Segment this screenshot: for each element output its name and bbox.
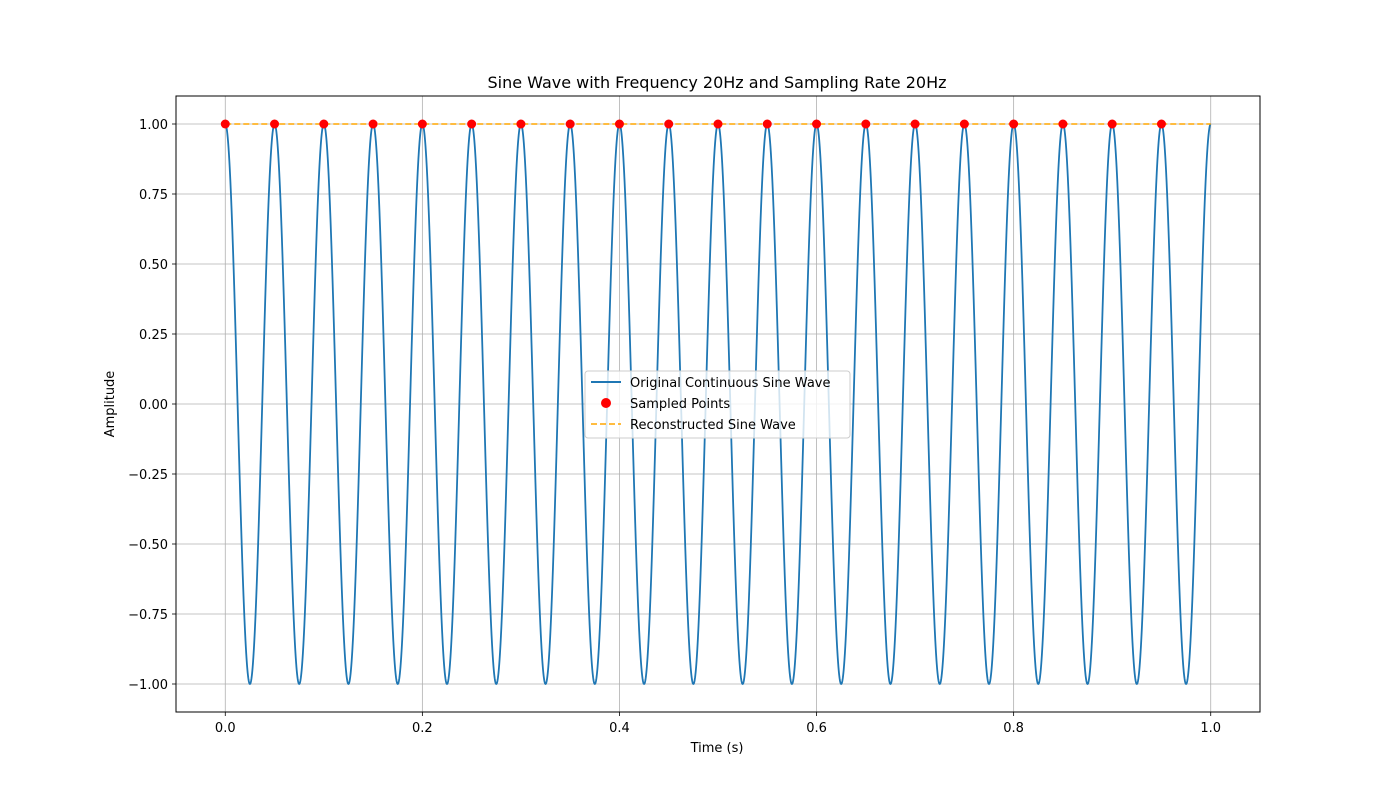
x-tick-label: 0.0 xyxy=(215,721,236,736)
sampled-point xyxy=(959,119,969,129)
sampled-point xyxy=(319,119,329,129)
y-tick-label: −1.00 xyxy=(128,678,168,693)
y-tick-label: −0.50 xyxy=(128,538,168,553)
x-tick-label: 0.6 xyxy=(806,721,827,736)
sampled-point xyxy=(467,119,477,129)
sampled-point xyxy=(1009,119,1019,129)
sampled-point xyxy=(614,119,624,129)
sampled-point xyxy=(368,119,378,129)
x-tick-label: 0.4 xyxy=(609,721,630,736)
x-tick-label: 1.0 xyxy=(1200,721,1221,736)
y-tick-label: 0.25 xyxy=(139,328,168,343)
y-tick-label: 1.00 xyxy=(139,118,168,133)
x-tick-label: 0.8 xyxy=(1003,721,1024,736)
sampled-point xyxy=(910,119,920,129)
legend: Original Continuous Sine Wave Sampled Po… xyxy=(584,370,851,439)
sampled-point xyxy=(713,119,723,129)
y-tick-label: 0.00 xyxy=(139,398,168,413)
legend-label-sampled: Sampled Points xyxy=(630,397,730,412)
sampled-point xyxy=(516,119,526,129)
sampled-point xyxy=(812,119,822,129)
sampled-point xyxy=(861,119,871,129)
y-tick-label: 0.75 xyxy=(139,188,168,203)
legend-label-reconstructed: Reconstructed Sine Wave xyxy=(630,418,796,433)
sampled-point xyxy=(1058,119,1068,129)
sampled-point xyxy=(565,119,575,129)
sampled-point xyxy=(220,119,230,129)
y-tick-label: 0.50 xyxy=(139,258,168,273)
sampled-point xyxy=(270,119,280,129)
legend-swatch-sampled xyxy=(601,398,611,408)
plot-layer xyxy=(220,119,1212,686)
y-tick-label: −0.75 xyxy=(128,608,168,623)
tick-layer: 0.0 0.2 0.4 0.6 0.8 1.0 1.00 0.75 0.50 0.25 0.00 −0… xyxy=(128,118,1221,736)
x-tick-label: 0.2 xyxy=(412,721,433,736)
legend-box xyxy=(584,370,851,439)
sampled-point xyxy=(417,119,427,129)
sampled-point xyxy=(1156,119,1166,129)
legend-label-original: Original Continuous Sine Wave xyxy=(630,376,830,391)
sampled-point xyxy=(664,119,674,129)
sampled-point xyxy=(762,119,772,129)
y-axis-label: Amplitude xyxy=(103,371,118,438)
x-axis-label: Time (s) xyxy=(690,741,744,756)
chart-title: Sine Wave with Frequency 20Hz and Sampli… xyxy=(487,73,946,92)
y-tick-label: −0.25 xyxy=(128,468,168,483)
sampled-point xyxy=(1107,119,1117,129)
